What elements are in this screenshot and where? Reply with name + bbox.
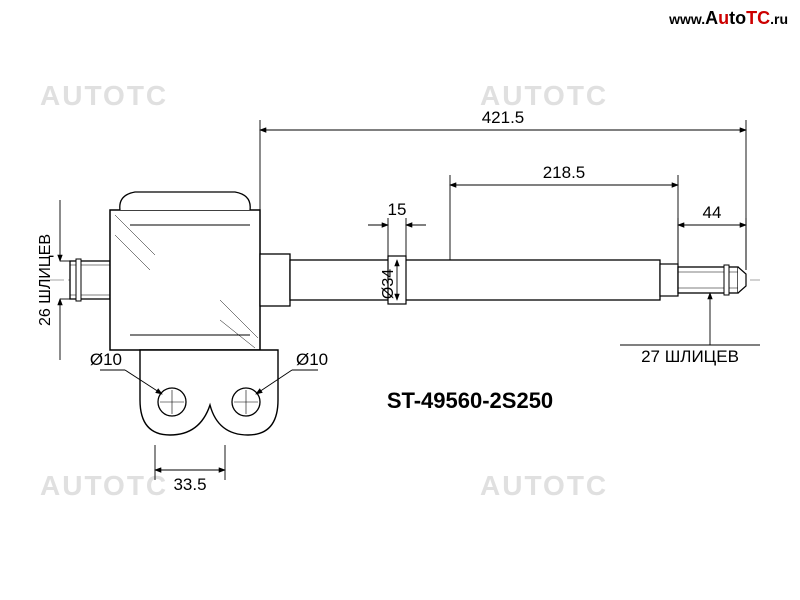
dim-bolt-right: Ø10: [296, 350, 328, 369]
dim-bolt-left: Ø10: [90, 350, 122, 369]
dim-mid-offset: 15: [388, 200, 407, 219]
part-number: ST-49560-2S250: [387, 388, 553, 413]
dim-shaft-section: 218.5: [543, 163, 586, 182]
dim-mount-spacing: 33.5: [173, 475, 206, 494]
label-right-splines: 27 ШЛИЦЕВ: [641, 347, 739, 366]
label-left-splines: 26 ШЛИЦЕВ: [37, 234, 54, 326]
diagram-svg: 421.5 218.5 44 15 Ø34 26 ШЛИЦЕВ 27 ШЛИЦЕ…: [0, 0, 800, 600]
dim-overall-length: 421.5: [482, 108, 525, 127]
dim-end-length: 44: [703, 203, 722, 222]
dim-shaft-diameter: Ø34: [380, 269, 397, 299]
